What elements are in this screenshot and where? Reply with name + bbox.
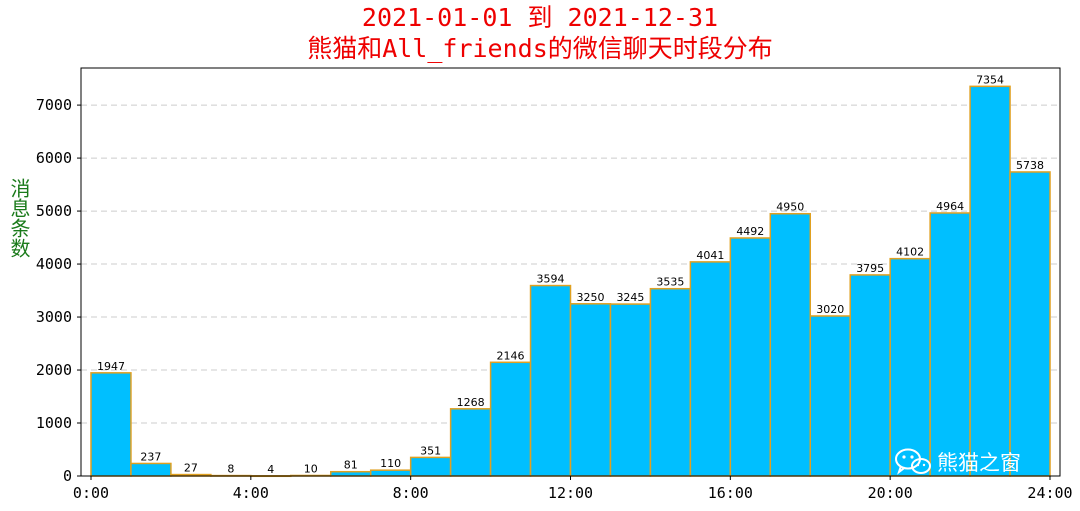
y-tick-label: 5000: [36, 202, 72, 220]
bar: [569, 303, 612, 477]
data-label: 5738: [1016, 159, 1044, 172]
data-label: 4: [267, 463, 274, 476]
data-label: 4041: [696, 249, 724, 262]
x-tick-label: 8:00: [393, 484, 429, 502]
bar: [329, 470, 372, 477]
data-label: 4950: [776, 201, 804, 214]
data-label: 2146: [497, 349, 525, 362]
bar: [729, 237, 772, 477]
data-label: 3535: [656, 276, 684, 289]
bar: [689, 261, 732, 477]
bar: [529, 284, 572, 477]
bar: [969, 85, 1011, 477]
x-tick-label: 4:00: [233, 484, 269, 502]
bar: [449, 408, 492, 477]
x-tick-label: 20:00: [868, 484, 913, 502]
bar: [929, 212, 971, 477]
bar: [649, 287, 692, 477]
data-label: 81: [344, 459, 358, 472]
data-label: 10: [304, 462, 318, 475]
x-tick-label: 0:00: [73, 484, 109, 502]
data-label: 4964: [936, 200, 964, 213]
bar: [369, 469, 412, 477]
y-tick-label: 1000: [36, 414, 72, 432]
bar: [130, 462, 172, 477]
chart-title-line1: 2021-01-01 到 2021-12-31: [361, 3, 719, 32]
bar: [609, 303, 652, 477]
bar: [769, 212, 812, 477]
data-label: 3020: [816, 303, 844, 316]
x-tick-label: 16:00: [708, 484, 753, 502]
y-tick-label: 3000: [36, 308, 72, 326]
bar: [849, 274, 891, 477]
chart-title-line2: 熊猫和All_friends的微信聊天时段分布: [307, 34, 773, 63]
data-label: 1268: [457, 396, 485, 409]
data-label: 8: [227, 463, 234, 476]
data-label: 3245: [616, 291, 644, 304]
data-label: 1947: [97, 360, 125, 373]
y-tick-label: 6000: [36, 149, 72, 167]
wechat-icon: [895, 448, 931, 475]
y-tick-label: 0: [63, 467, 72, 485]
bar: [489, 361, 532, 477]
data-label: 4102: [896, 246, 924, 259]
watermark-text: 熊猫之窗: [937, 451, 1021, 475]
chart-title: 2021-01-01 到 2021-12-31 熊猫和All_friends的微…: [0, 2, 1080, 64]
y-tick-label: 4000: [36, 255, 72, 273]
data-label: 110: [380, 457, 401, 470]
y-axis-label: 消息条数: [7, 178, 31, 258]
data-label: 237: [140, 450, 161, 463]
watermark: 熊猫之窗: [893, 447, 1021, 477]
x-tick-label: 12:00: [548, 484, 593, 502]
bar: [889, 257, 931, 477]
data-label: 7354: [976, 73, 1004, 86]
bar: [409, 456, 452, 477]
data-label: 27: [184, 462, 198, 475]
data-label: 3250: [576, 291, 604, 304]
data-label: 3594: [537, 273, 565, 286]
y-tick-label: 2000: [36, 361, 72, 379]
bar: [809, 315, 851, 477]
bar: [90, 372, 132, 477]
x-tick-label: 24:00: [1027, 484, 1072, 502]
data-label: 351: [420, 444, 441, 457]
y-tick-label: 7000: [36, 96, 72, 114]
data-label: 4492: [736, 225, 764, 238]
data-label: 3795: [856, 262, 884, 275]
bar: [1009, 171, 1051, 477]
